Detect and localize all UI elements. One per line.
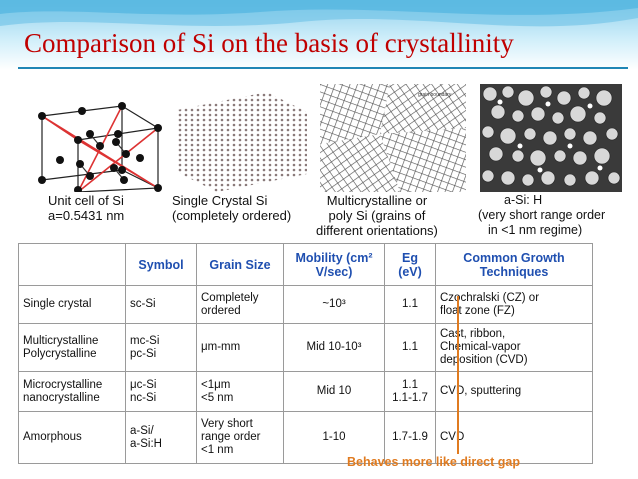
caption-line: a=0.5431 nm [48,208,125,223]
cell-line: Microcrystalline [23,378,103,391]
table-row: Single crystal sc-Si Completely ordered ~… [18,285,593,324]
cell-line: 1.1 [402,378,418,391]
cell-line: Completely [201,291,259,304]
caption-line: (very short range order [478,208,606,222]
cell-line: μm-mm [201,341,241,353]
cell-line: Mid 10 [316,385,352,397]
technique-cell: CVD [435,411,593,464]
header-cell: Common Growth Techniques [435,243,593,286]
crystallinity-table: Symbol Grain Size Mobility (cm² V/sec) E… [18,243,593,464]
eg-cell: 1.1 [384,285,436,324]
cell-line: <1μm [201,378,231,391]
cell-line: Czochralski (CZ) or [440,291,540,304]
cell-line: nc-Si [130,391,157,404]
symbol-cell: a-Si/a-Si:H [125,411,197,464]
unit-cell-caption: Unit cell of Si a=0.5431 nm [48,193,124,223]
cell-line: Polycrystalline [23,347,97,360]
unit-cell-image [38,102,162,192]
cell-line: a-Si:H [130,437,162,450]
cell-line: a-Si/ [130,424,154,437]
amorphous-image [480,84,622,192]
multicrystalline-caption: Multicrystalline or poly Si (grains of d… [316,193,438,238]
cell-line: ordered [201,304,241,317]
cell-line: nanocrystalline [23,391,100,404]
caption-line: a-Si: H [504,193,543,207]
technique-cell: Cast, ribbon, Chemical-vapor deposition (C… [435,323,593,372]
cell-line: deposition (CVD) [440,354,528,366]
direct-gap-arrow [457,296,459,454]
table-row: Amorphous a-Si/a-Si:H Very short range or… [18,411,593,464]
header-cell: Eg (eV) [384,243,436,286]
cell-line: CVD, sputtering [440,385,522,397]
eg-cell: 1.1 1.1-1.7 [384,371,436,412]
table-row: Microcrystalline nanocrystalline μc-Si nc-… [18,371,593,412]
cell-line: 1.1 [402,341,418,353]
technique-cell: Czochralski (CZ) or float zone (FZ) [435,285,593,324]
caption-line: different orientations) [316,223,438,238]
cell-line: Cast, ribbon, [440,328,506,340]
caption-line: Multicrystalline or [326,193,428,208]
cell-line: Amorphous [23,431,82,443]
mobility-cell: Mid 10-10³ [283,323,385,372]
cell-line: Very short [201,418,253,430]
table-row: Multicrystalline Polycrystalline mc-Si pc-… [18,323,593,372]
caption-line: Single Crystal Si [172,193,268,208]
cell-line: Multicrystalline [23,334,99,347]
header-cell [18,243,126,286]
grain-cell: Completely ordered [196,285,284,324]
cell-line: 1.1 [402,298,418,310]
title-underline [18,67,628,69]
cell-line: 1-10 [322,431,346,443]
header-cell: Mobility (cm² V/sec) [283,243,385,286]
caption-line: poly Si (grains of [328,208,426,223]
grain-cell: μm-mm [196,323,284,372]
cell-line: <5 nm [201,391,234,404]
cell-line: sc-Si [130,298,156,310]
caption-line: (completely ordered) [172,208,292,223]
grain-boundary-label: grain boundary [418,92,452,98]
symbol-cell: μc-Si nc-Si [125,371,197,412]
slide-title: Comparison of Si on the basis of crystal… [24,28,514,58]
symbol-cell: mc-Si pc-Si [125,323,197,372]
single-crystal-caption: Single Crystal Si (completely ordered) [172,193,291,223]
cell-line: mc-Si [130,334,160,347]
eg-cell: 1.1 [384,323,436,372]
header-cell: Grain Size [196,243,284,286]
caption-line: in <1 nm regime) [488,223,583,237]
cell-line: float zone (FZ) [440,304,515,317]
caption-line: Unit cell of Si [48,193,124,208]
header-wave-decoration [0,0,638,27]
cell-line: Chemical-vapor [440,341,521,353]
technique-cell: CVD, sputtering [435,371,593,412]
type-cell: Amorphous [18,411,126,464]
cell-line: μc-Si [130,378,157,391]
mobility-cell: 1-10 [283,411,385,464]
cell-line: range order [201,431,261,443]
cell-line: 1.7-1.9 [392,431,428,443]
type-cell: Multicrystalline Polycrystalline [18,323,126,372]
grain-cell: <1μm <5 nm [196,371,284,412]
cell-line: pc-Si [130,347,157,360]
mobility-cell: Mid 10 [283,371,385,412]
symbol-cell: sc-Si [125,285,197,324]
type-cell: Single crystal [18,285,126,324]
cell-line: Single crystal [23,298,92,310]
cell-line: 1.1-1.7 [392,391,428,404]
cell-line: ~10³ [322,298,346,310]
header-cell: Symbol [125,243,197,286]
type-cell: Microcrystalline nanocrystalline [18,371,126,412]
mobility-cell: ~10³ [283,285,385,324]
cell-line: Mid 10-10³ [306,341,362,353]
grain-cell: Very short range order <1 nm [196,411,284,464]
single-crystal-image [177,92,307,192]
table-header-row: Symbol Grain Size Mobility (cm² V/sec) E… [18,243,593,286]
cell-line: CVD [440,431,465,443]
direct-gap-note: Behaves more like direct gap [347,455,520,469]
amorphous-caption: a-Si: H (very short range order in <1 nm… [478,193,605,238]
multicrystalline-image: grain boundary [320,84,466,192]
cell-line: <1 nm [201,444,234,456]
